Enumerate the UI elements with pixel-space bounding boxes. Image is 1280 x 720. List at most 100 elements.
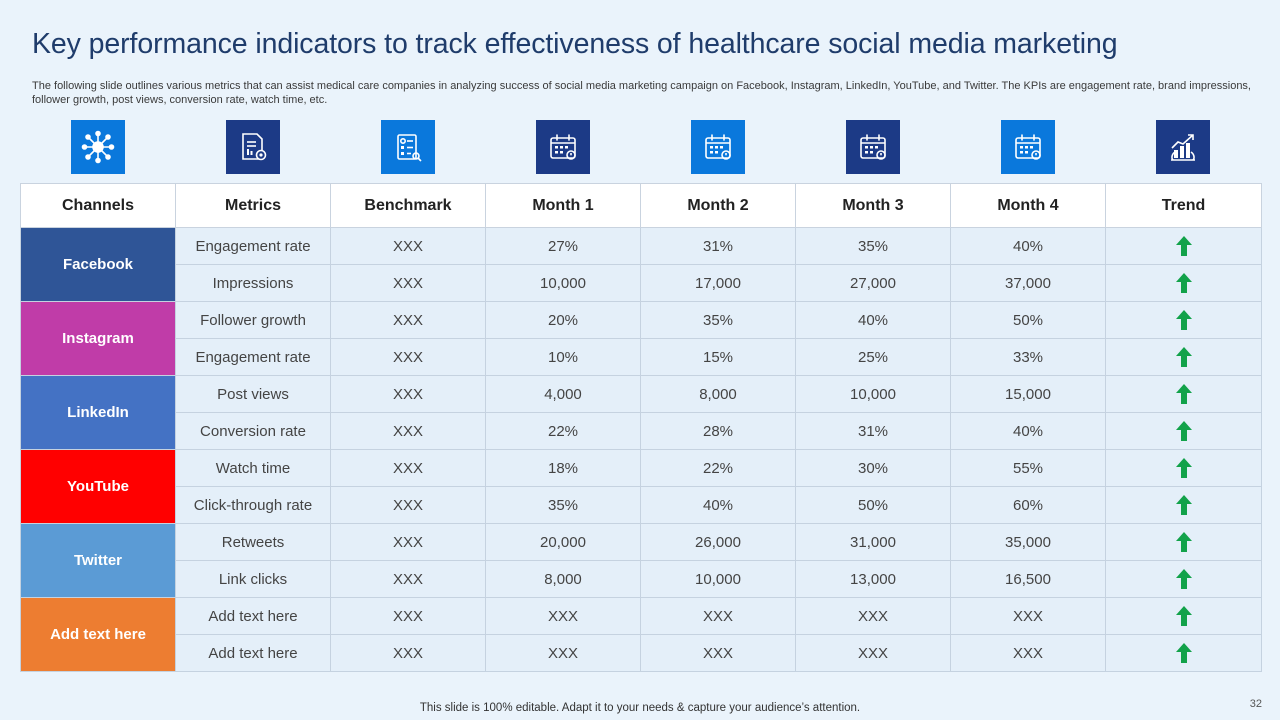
- benchmark-cell: XXX: [330, 597, 486, 635]
- month-value-cell: XXX: [950, 597, 1106, 635]
- table-row: Add text here XXX XXX XXX XXX XXX: [21, 634, 1262, 672]
- benchmark-cell: XXX: [330, 634, 486, 672]
- month-value-cell: 10,000: [795, 375, 951, 413]
- month-value-cell: 26,000: [640, 523, 796, 561]
- metric-cell: Engagement rate: [175, 227, 331, 265]
- calendar-icon: [846, 120, 900, 174]
- table-row: YouTube Watch time XXX 18% 22% 30% 55%: [20, 449, 1262, 524]
- column-header: Channels: [20, 183, 176, 228]
- calendar-icon: [1001, 120, 1055, 174]
- month-value-cell: 50%: [950, 301, 1106, 339]
- month-value-cell: 31%: [640, 227, 796, 265]
- month-value-cell: 10,000: [485, 264, 641, 302]
- month-value-cell: XXX: [950, 634, 1106, 672]
- slide-footer: This slide is 100% editable. Adapt it to…: [419, 702, 861, 714]
- month-value-cell: XXX: [640, 597, 796, 635]
- trend-cell: [1105, 560, 1262, 598]
- month-value-cell: 10%: [485, 338, 641, 376]
- month-value-cell: 35%: [795, 227, 951, 265]
- month-value-cell: 8,000: [640, 375, 796, 413]
- calendar-icon: [691, 120, 745, 174]
- month-value-cell: 17,000: [640, 264, 796, 302]
- checklist-icon: [381, 120, 435, 174]
- table-row: Facebook Engagement rate XXX 27% 31% 35% 40%: [20, 227, 1262, 302]
- month-value-cell: 28%: [640, 412, 796, 450]
- metric-cell: Link clicks: [175, 560, 331, 598]
- trend-cell: [1105, 449, 1262, 487]
- month-value-cell: 16,500: [950, 560, 1106, 598]
- month-value-cell: 15,000: [950, 375, 1106, 413]
- trend-cell: [1105, 523, 1262, 561]
- up-arrow-icon: [1175, 643, 1193, 663]
- trend-cell: [1105, 264, 1262, 302]
- up-arrow-icon: [1175, 347, 1193, 367]
- benchmark-cell: XXX: [330, 227, 486, 265]
- table-row: Impressions XXX 10,000 17,000 27,000 37,000: [21, 264, 1262, 302]
- channel-cell: Twitter: [20, 523, 176, 598]
- column-header: Month 1: [485, 183, 641, 228]
- month-value-cell: 31%: [795, 412, 951, 450]
- up-arrow-icon: [1175, 569, 1193, 589]
- trend-cell: [1105, 486, 1262, 524]
- page-number: 32: [1249, 698, 1262, 710]
- month-value-cell: 40%: [640, 486, 796, 524]
- month-value-cell: 55%: [950, 449, 1106, 487]
- table-header-row: Channels Metrics Benchmark Month 1 Month 2 Mo…: [20, 183, 1262, 228]
- up-arrow-icon: [1175, 310, 1193, 330]
- slide-title: Key performance indicators to track effe…: [32, 28, 1118, 60]
- month-value-cell: 40%: [795, 301, 951, 339]
- metric-cell: Impressions: [175, 264, 331, 302]
- table-body: Facebook Engagement rate XXX 27% 31% 35% 40% Im…: [20, 227, 1262, 672]
- month-value-cell: 35,000: [950, 523, 1106, 561]
- month-value-cell: XXX: [795, 634, 951, 672]
- channel-cell: Add text here: [20, 597, 176, 672]
- benchmark-cell: XXX: [330, 412, 486, 450]
- metric-cell: Add text here: [175, 634, 331, 672]
- month-value-cell: 18%: [485, 449, 641, 487]
- report-settings-icon: [226, 120, 280, 174]
- column-header: Metrics: [175, 183, 331, 228]
- month-value-cell: 50%: [795, 486, 951, 524]
- up-arrow-icon: [1175, 495, 1193, 515]
- benchmark-cell: XXX: [330, 449, 486, 487]
- up-arrow-icon: [1175, 532, 1193, 552]
- month-value-cell: 33%: [950, 338, 1106, 376]
- trend-cell: [1105, 375, 1262, 413]
- trend-chart-icon: [1156, 120, 1210, 174]
- trend-cell: [1105, 634, 1262, 672]
- benchmark-cell: XXX: [330, 560, 486, 598]
- metric-cell: Watch time: [175, 449, 331, 487]
- month-value-cell: 25%: [795, 338, 951, 376]
- month-value-cell: 22%: [485, 412, 641, 450]
- benchmark-cell: XXX: [330, 264, 486, 302]
- month-value-cell: 27%: [485, 227, 641, 265]
- benchmark-cell: XXX: [330, 486, 486, 524]
- month-value-cell: 20%: [485, 301, 641, 339]
- metric-cell: Add text here: [175, 597, 331, 635]
- table-row: Instagram Follower growth XXX 20% 35% 40% 50%: [20, 301, 1262, 376]
- month-value-cell: 20,000: [485, 523, 641, 561]
- channel-cell: LinkedIn: [20, 375, 176, 450]
- benchmark-cell: XXX: [330, 301, 486, 339]
- slide-subtitle: The following slide outlines various met…: [32, 80, 1251, 106]
- metric-cell: Follower growth: [175, 301, 331, 339]
- month-value-cell: 35%: [485, 486, 641, 524]
- column-header: Trend: [1105, 183, 1262, 228]
- metric-cell: Click-through rate: [175, 486, 331, 524]
- column-header: Benchmark: [330, 183, 486, 228]
- month-value-cell: 37,000: [950, 264, 1106, 302]
- table-row: LinkedIn Post views XXX 4,000 8,000 10,000 15,…: [20, 375, 1262, 450]
- metric-cell: Retweets: [175, 523, 331, 561]
- month-value-cell: 10,000: [640, 560, 796, 598]
- month-value-cell: XXX: [485, 634, 641, 672]
- column-header: Month 3: [795, 183, 951, 228]
- month-value-cell: 40%: [950, 412, 1106, 450]
- month-value-cell: 30%: [795, 449, 951, 487]
- month-value-cell: 8,000: [485, 560, 641, 598]
- trend-cell: [1105, 412, 1262, 450]
- up-arrow-icon: [1175, 421, 1193, 441]
- month-value-cell: 35%: [640, 301, 796, 339]
- month-value-cell: 31,000: [795, 523, 951, 561]
- month-value-cell: XXX: [640, 634, 796, 672]
- up-arrow-icon: [1175, 384, 1193, 404]
